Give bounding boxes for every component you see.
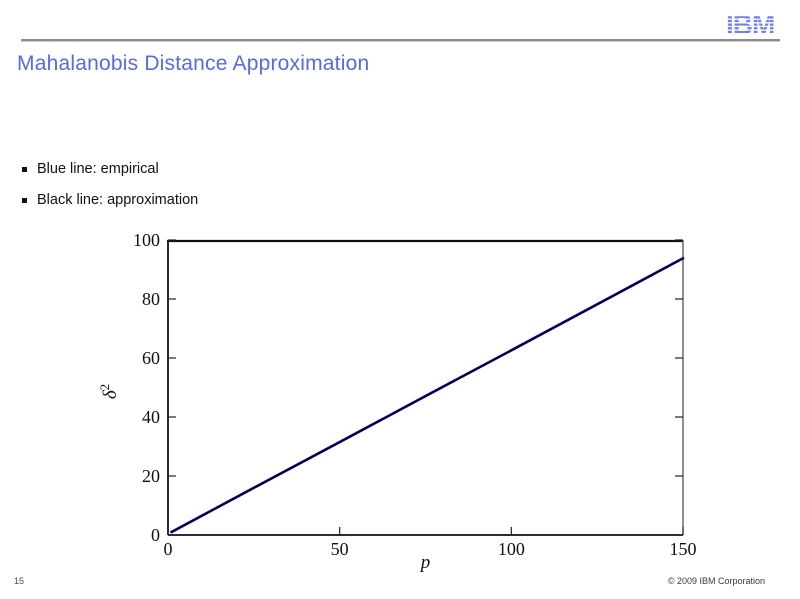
bullet-label: Black line: approximation [37, 192, 199, 208]
y-tick-label: 100 [133, 230, 160, 250]
y-tick-label: 60 [142, 348, 160, 368]
y-tick-label: 80 [142, 289, 160, 309]
x-tick-label: 0 [164, 539, 173, 559]
bullet-square-icon [22, 166, 27, 172]
bullet-item: Black line: approximation [22, 192, 198, 208]
copyright: © 2009 IBM Corporation [667, 576, 765, 586]
y-axis-label: δ2 [97, 384, 121, 399]
slide-title: Mahalanobis Distance Approximation [17, 52, 370, 75]
y-tick-label: 40 [142, 407, 160, 427]
x-axis-label: p [419, 552, 431, 573]
bullet-list: Blue line: empirical Black line: approxi… [22, 161, 198, 223]
x-tick-label: 150 [670, 539, 697, 559]
page-number: 15 [14, 576, 25, 586]
ibm-logo: IBM [726, 9, 775, 38]
y-tick-label: 0 [151, 525, 160, 545]
x-tick-label: 50 [331, 539, 349, 559]
y-tick-label: 20 [142, 466, 160, 486]
bullet-square-icon [22, 197, 27, 203]
series-line-approximation [170, 257, 684, 533]
bullet-item: Blue line: empirical [22, 161, 198, 177]
header-rule [21, 39, 780, 42]
x-tick-label: 100 [498, 539, 525, 559]
bullet-label: Blue line: empirical [37, 161, 159, 177]
ibm-logo-text: IBM [726, 9, 774, 38]
